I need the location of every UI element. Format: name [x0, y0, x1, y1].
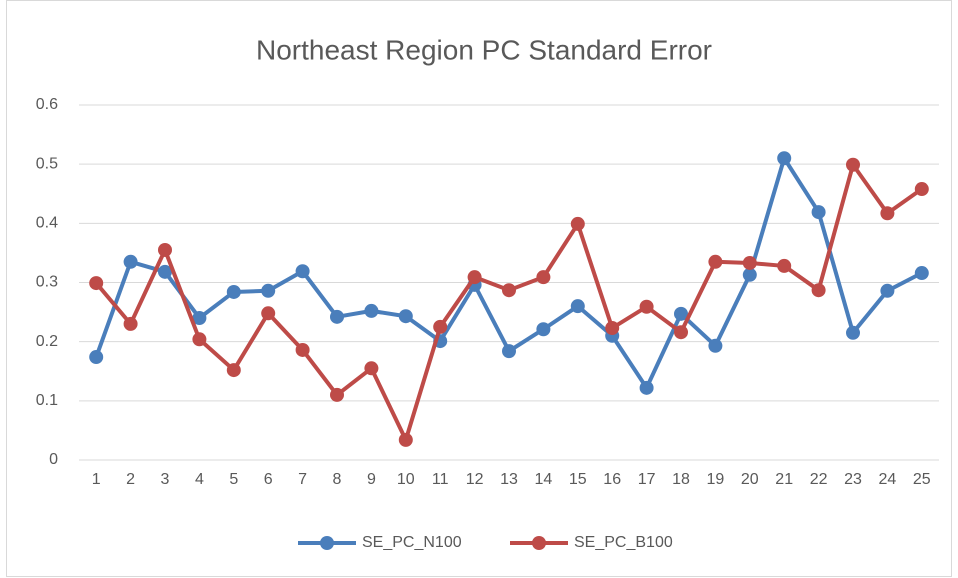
x-tick-label: 3 [161, 471, 170, 488]
x-tick-label: 13 [500, 471, 518, 488]
data-point [502, 344, 516, 359]
x-tick-label: 6 [264, 471, 273, 488]
legend-marker [532, 536, 546, 550]
x-tick-label: 4 [195, 471, 204, 488]
data-point [742, 255, 757, 270]
data-point [467, 270, 482, 285]
x-tick-label: 8 [333, 471, 342, 488]
x-tick-label: 19 [707, 471, 725, 488]
y-tick-label: 0.2 [36, 333, 58, 350]
x-tick-label: 11 [432, 471, 449, 488]
data-point [330, 387, 344, 402]
x-tick-label: 7 [298, 471, 307, 488]
data-point [261, 283, 276, 298]
y-tick-label: 0.5 [36, 155, 58, 172]
data-point [398, 432, 413, 447]
x-tick-label: 24 [879, 471, 897, 488]
y-tick-label: 0.6 [36, 96, 58, 113]
data-point [880, 206, 895, 221]
y-tick-label: 0 [49, 451, 58, 468]
x-tick-label: 10 [397, 471, 415, 488]
data-point [330, 309, 344, 324]
legend-label: SE_PC_B100 [574, 534, 673, 551]
data-point [123, 254, 138, 269]
y-tick-label: 0.3 [36, 274, 58, 291]
data-point [914, 266, 929, 281]
data-point [811, 205, 826, 220]
data-point [605, 321, 620, 336]
x-tick-label: 18 [672, 471, 690, 488]
data-point [570, 299, 585, 314]
chart-title: Northeast Region PC Standard Error [256, 34, 712, 65]
data-point [158, 242, 172, 257]
data-point [708, 254, 723, 269]
data-point [123, 316, 138, 331]
data-point [89, 350, 104, 365]
data-point [502, 283, 516, 298]
y-tick-label: 0.1 [36, 392, 58, 409]
data-point [639, 380, 654, 395]
data-point [674, 325, 688, 340]
data-point [398, 309, 413, 324]
x-tick-label: 2 [126, 471, 135, 488]
x-tick-label: 14 [535, 471, 553, 488]
x-tick-label: 9 [367, 471, 376, 488]
x-tick-label: 17 [638, 471, 656, 488]
x-tick-label: 23 [844, 471, 862, 488]
data-point [914, 182, 929, 197]
x-tick-label: 22 [810, 471, 828, 488]
data-point [261, 306, 276, 321]
data-point [880, 283, 895, 298]
data-point [192, 332, 207, 347]
data-point [89, 276, 104, 291]
x-tick-label: 15 [569, 471, 587, 488]
data-point [777, 151, 792, 166]
x-tick-label: 20 [741, 471, 759, 488]
data-point [192, 311, 207, 325]
data-point [708, 338, 723, 353]
data-point [433, 319, 448, 334]
x-tick-label: 25 [913, 471, 931, 488]
data-point [777, 258, 792, 273]
legend-label: SE_PC_N100 [362, 534, 462, 551]
data-point [674, 306, 688, 321]
data-point [226, 284, 241, 299]
data-point [226, 363, 241, 378]
data-point [570, 216, 585, 231]
data-point [811, 283, 826, 298]
data-point [295, 264, 310, 279]
legend-marker [320, 536, 334, 550]
data-point [158, 264, 172, 279]
data-point [639, 299, 654, 314]
data-point [742, 267, 757, 282]
data-point [846, 157, 860, 172]
data-point [364, 303, 379, 318]
data-point [846, 325, 860, 340]
data-point [536, 322, 551, 337]
x-tick-label: 16 [603, 471, 621, 488]
x-tick-label: 12 [466, 471, 484, 488]
data-point [364, 361, 379, 376]
y-tick-label: 0.4 [36, 215, 58, 232]
data-point [536, 270, 551, 285]
x-tick-label: 5 [229, 471, 238, 488]
x-tick-label: 1 [92, 471, 101, 488]
x-tick-label: 21 [775, 471, 793, 488]
data-point [295, 342, 310, 357]
